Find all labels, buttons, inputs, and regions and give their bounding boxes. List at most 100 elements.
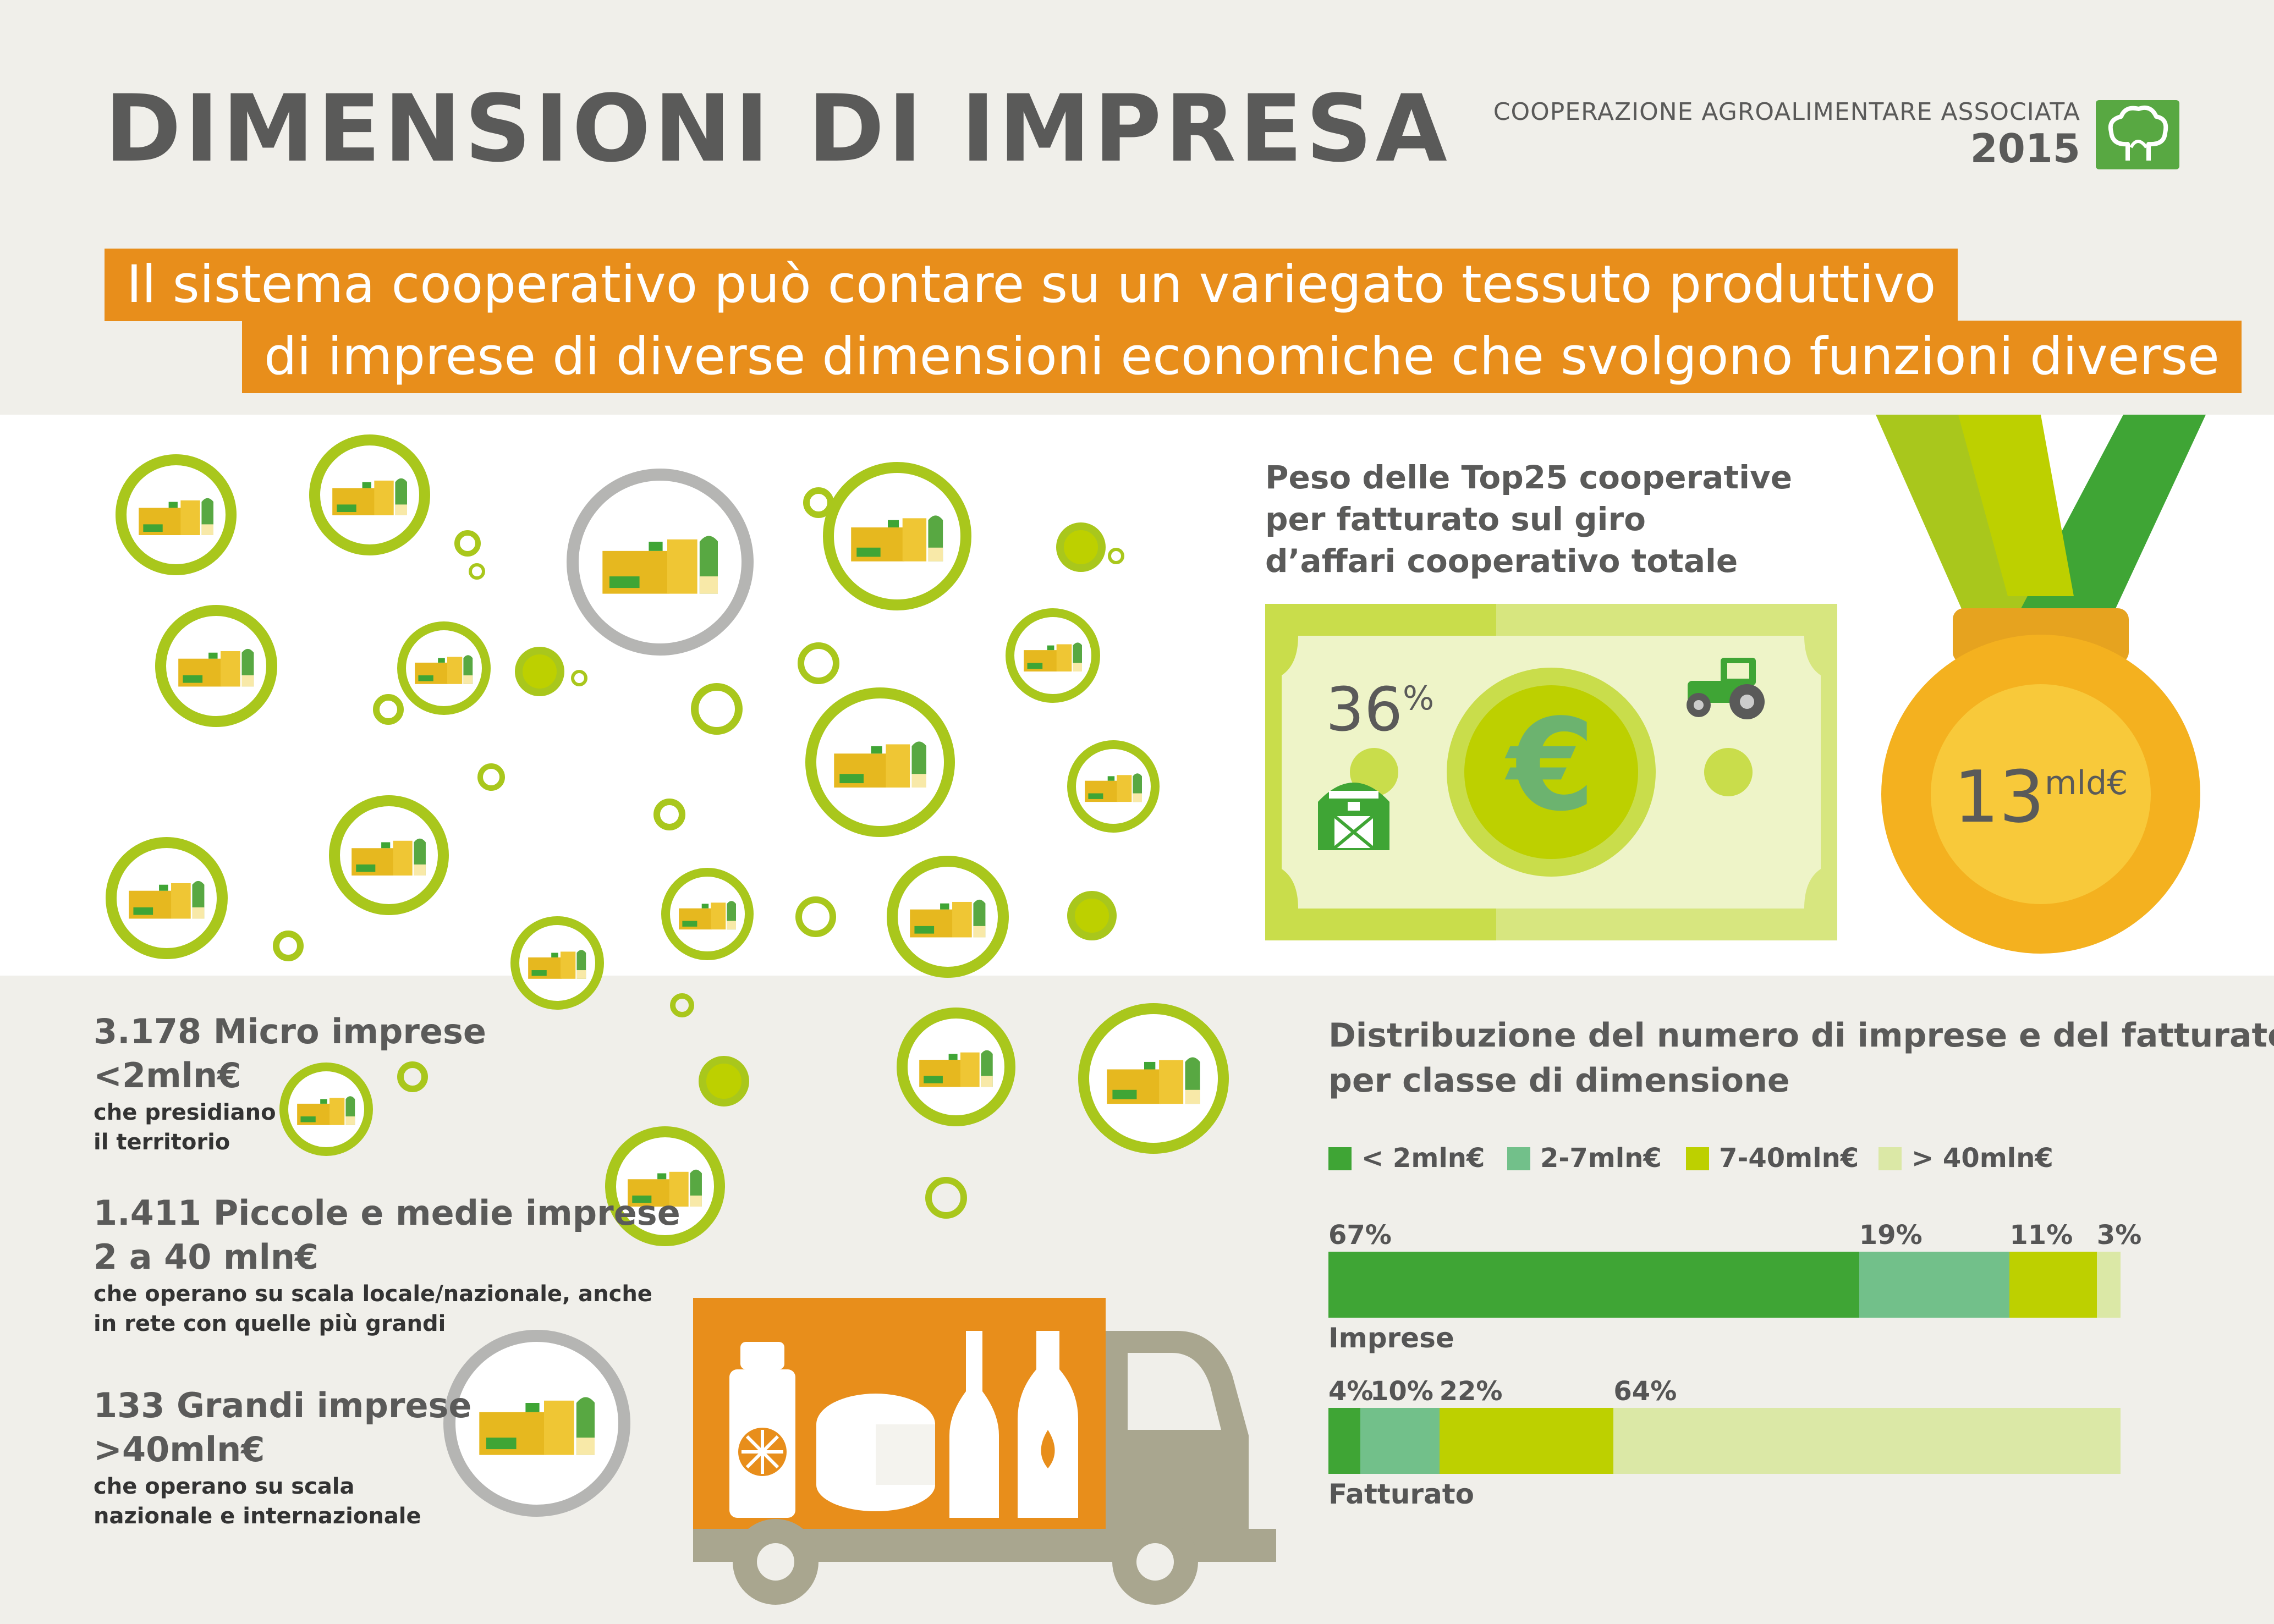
tree-logo-icon [2096, 100, 2179, 169]
page-title: DIMENSIONI DI IMPRESA [105, 75, 1451, 183]
factory-icon [116, 454, 237, 575]
legend-label: < 2mln€ [1361, 1143, 1485, 1174]
factory-icon [823, 462, 971, 610]
legend-item: 2-7mln€ [1507, 1143, 1662, 1174]
bar-segment [2009, 1252, 2097, 1318]
legend-label: > 40mln€ [1912, 1143, 2053, 1174]
year-label: 2015 [1970, 125, 2080, 172]
bar-segment [1360, 1408, 1440, 1474]
factory-glyph [833, 741, 927, 788]
dot [1056, 522, 1106, 572]
factory-icon [309, 434, 430, 555]
data-label: 22% [1439, 1376, 1503, 1407]
grandi-desc-2: nazionale e internazionale [94, 1504, 421, 1529]
factory-glyph [351, 838, 426, 876]
dot [273, 931, 304, 961]
factory-glyph [138, 498, 213, 536]
dot [571, 670, 587, 686]
banner-line-1: Il sistema cooperativo può contare su un… [105, 249, 1958, 321]
factory-glyph [1085, 773, 1142, 802]
factory-glyph [919, 1050, 993, 1087]
medal-unit: mld€ [2045, 764, 2128, 802]
data-label: 67% [1328, 1220, 1392, 1251]
legend-swatch [1507, 1147, 1530, 1170]
legend-label: 2-7mln€ [1540, 1143, 1662, 1174]
medal-value: 13mld€ [1942, 761, 2140, 833]
grandi-range: >40mln€ [94, 1429, 265, 1469]
dot [469, 563, 485, 580]
data-label: 64% [1613, 1376, 1677, 1407]
legend-swatch [1878, 1147, 1902, 1170]
micro-headline: 3.178 Micro imprese [94, 1011, 486, 1052]
dot [454, 530, 481, 557]
pmi-headline: 1.411 Piccole e medie imprese [94, 1193, 680, 1233]
factory-glyph [415, 655, 473, 684]
factory-icon [329, 795, 449, 915]
bar-segment [1439, 1408, 1614, 1474]
dot [798, 642, 839, 684]
chart-title-line-1: Distribuzione del numero di imprese e de… [1328, 1016, 2274, 1055]
bar-segment [1613, 1408, 2121, 1474]
banner-line-2: di imprese di diverse dimensioni economi… [242, 321, 2242, 393]
data-label: 4% [1328, 1376, 1374, 1407]
banknote: 36% € [1265, 604, 1837, 940]
percent-value: 36% [1326, 674, 1434, 745]
factory-icon [279, 1063, 373, 1156]
dot [803, 487, 834, 518]
factory-glyph [178, 649, 254, 687]
legend-item: 7-40mln€ [1686, 1143, 1859, 1174]
pmi-desc-1: che operano su scala locale/nazionale, a… [94, 1281, 652, 1307]
dot [373, 694, 404, 725]
legend-swatch [1686, 1147, 1709, 1170]
bar-segment [1328, 1408, 1360, 1474]
dot [1108, 548, 1124, 564]
legend-item: < 2mln€ [1328, 1143, 1485, 1174]
dot [515, 647, 564, 696]
factory-icon [605, 1126, 725, 1246]
factory-glyph [910, 900, 986, 938]
grandi-desc-1: che operano su scala [94, 1474, 355, 1499]
factory-icon [397, 621, 491, 715]
factory-icon [1067, 740, 1160, 833]
category-label: Fatturato [1328, 1478, 1475, 1510]
factory-glyph [628, 1169, 702, 1207]
factory-icon [805, 687, 955, 837]
factory-glyph [297, 1096, 355, 1125]
dot [653, 799, 685, 830]
factory-icon [1078, 1003, 1229, 1154]
dot [699, 1056, 749, 1106]
chart-title-line-2: per classe di dimensione [1328, 1061, 1790, 1100]
chart-title: Distribuzione del numero di imprese e de… [1328, 1013, 2274, 1103]
factory-glyph [851, 515, 943, 561]
grandi-category: 133 Grandi imprese >40mln€ che operano s… [94, 1384, 471, 1531]
dot [925, 1177, 967, 1219]
legend-item: > 40mln€ [1878, 1143, 2053, 1174]
top25-line-1: Peso delle Top25 cooperative [1265, 459, 1793, 496]
dot [795, 896, 836, 937]
barn-icon [1312, 769, 1395, 851]
tractor-icon [1677, 651, 1770, 723]
juice-carton-icon [729, 1342, 795, 1518]
micro-desc-2: il territorio [94, 1130, 230, 1155]
factory-icon [897, 1008, 1015, 1126]
dot [477, 763, 505, 791]
pmi-range: 2 a 40 mln€ [94, 1237, 319, 1277]
factory-icon [155, 605, 277, 727]
factory-icon [510, 916, 604, 1010]
bar-segment [1859, 1252, 2010, 1318]
pmi-desc-2: in rete con quelle più grandi [94, 1311, 446, 1336]
micro-category: 3.178 Micro imprese <2mln€ che presidian… [94, 1010, 486, 1157]
percent-sign: % [1402, 679, 1434, 718]
factory-icon [106, 837, 228, 959]
dot [670, 993, 694, 1017]
factory-icon [1006, 608, 1100, 703]
bar-segment [1328, 1252, 1859, 1318]
factory-glyph [1107, 1057, 1200, 1104]
legend-label: 7-40mln€ [1719, 1143, 1859, 1174]
top25-description: Peso delle Top25 cooperative per fattura… [1265, 456, 1792, 582]
bottle-icon [949, 1331, 999, 1518]
data-label: 10% [1370, 1376, 1433, 1407]
factory-glyph [528, 950, 586, 979]
dot [1067, 891, 1117, 940]
pmi-category: 1.411 Piccole e medie imprese 2 a 40 mln… [94, 1191, 680, 1339]
